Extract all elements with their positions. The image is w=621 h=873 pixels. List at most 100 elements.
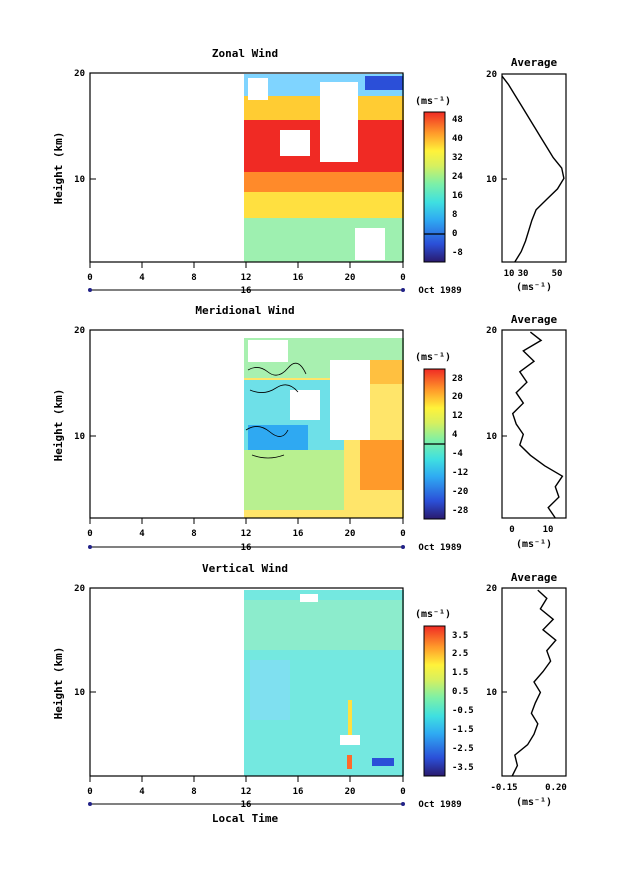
zero-contours: [245, 362, 307, 459]
y-tick-label: 10: [74, 688, 85, 698]
day-label: 16: [241, 800, 252, 810]
colorbar: (ms⁻¹) 3.5 2.5 1.5 0.5 -0.5 -1.5 -2.5 -3…: [415, 609, 474, 777]
zonal-wind-panel: Zonal Wind Height (km) 10 20 0: [52, 47, 567, 296]
average-line: [511, 589, 557, 777]
average-title: Average: [511, 571, 558, 584]
x-tick-label: 0: [87, 273, 92, 283]
average-frame: [501, 73, 567, 263]
average-unit: (ms⁻¹): [516, 282, 552, 293]
colorbar-unit: (ms⁻¹): [415, 609, 451, 620]
day-span-end: [88, 288, 92, 292]
colorbar-gradient: [423, 111, 446, 263]
average-unit: (ms⁻¹): [516, 797, 552, 808]
colorbar-tick-label: 8: [452, 210, 457, 220]
x-axis: 0 4 8 12 16 20 0 16 Oct 1989: [87, 518, 462, 553]
x-tick-label: 8: [191, 273, 196, 283]
y-tick-label: 20: [74, 69, 85, 79]
colorbar-tick-label: 0.5: [452, 687, 468, 697]
data-gap: [340, 735, 360, 745]
day-label: 16: [241, 543, 252, 553]
average-profile: Average 10 20 0 10 (ms⁻¹): [486, 313, 567, 550]
y-axis: 10 20: [74, 326, 96, 442]
vertical-wind-panel: Vertical Wind Height (km) 10 20 0 4 8: [52, 562, 567, 825]
day-span-end: [88, 545, 92, 549]
average-title: Average: [511, 56, 558, 69]
colorbar-tick-label: 1.5: [452, 668, 468, 678]
date-label: Oct 1989: [418, 286, 461, 296]
meridional-wind-panel: Meridional Wind Height (km) 10 20 0: [52, 304, 567, 553]
colorbar: (ms⁻¹) 48 40 32 24 16 8 0 -8: [415, 96, 463, 263]
y-tick-label: 20: [486, 70, 497, 80]
colorbar-unit: (ms⁻¹): [415, 96, 451, 107]
colorbar-tick-label: 3.5: [452, 631, 468, 641]
x-axis-label: Local Time: [212, 812, 279, 825]
x-tick-label: 4: [139, 529, 145, 539]
x-tick-label: 0: [400, 529, 405, 539]
x-tick-label: 12: [241, 529, 252, 539]
data-gap: [248, 78, 268, 100]
heatmap-band: [244, 170, 404, 192]
y-tick-label: 20: [74, 326, 85, 336]
y-tick-label: 10: [74, 432, 85, 442]
data-gap: [355, 228, 385, 260]
x-tick-label: 0: [400, 273, 405, 283]
y-tick-label: 20: [74, 584, 85, 594]
y-axis-label: Height (km): [52, 389, 65, 462]
colorbar-tick-label: -2.5: [452, 744, 474, 754]
heatmap-band: [244, 450, 344, 510]
y-tick-label: 10: [486, 175, 497, 185]
data-gap: [300, 594, 318, 602]
x-tick-label: 4: [139, 787, 145, 797]
y-axis-label: Height (km): [52, 647, 65, 720]
chart-title: Meridional Wind: [195, 304, 294, 317]
colorbar-gradient: [423, 625, 446, 777]
colorbar-tick-label: -1.5: [452, 725, 474, 735]
colorbar-tick-label: 48: [452, 115, 463, 125]
x-tick-label: 8: [191, 787, 196, 797]
colorbar-tick-label: -28: [452, 506, 468, 516]
average-profile: Average 10 20 -0.15 0.20 (ms⁻¹): [486, 571, 567, 808]
colorbar-tick-label: 16: [452, 191, 463, 201]
x-tick-label: 10: [504, 269, 515, 279]
average-line: [501, 75, 565, 263]
x-tick-label: 20: [345, 787, 356, 797]
x-tick-label: 0: [400, 787, 405, 797]
x-axis: 0 4 8 12 16 20 0 16 Oct 1989 Local Time: [87, 776, 462, 825]
x-tick-label: 50: [552, 269, 563, 279]
colorbar-tick-label: 28: [452, 374, 463, 384]
day-span-end: [401, 288, 405, 292]
colorbar-tick-label: 0: [452, 229, 457, 239]
heatmap-band: [250, 660, 290, 720]
chart-title: Vertical Wind: [202, 562, 288, 575]
x-tick-label: 30: [518, 269, 529, 279]
x-tick-label: 0: [509, 525, 514, 535]
x-tick-label: 16: [293, 273, 304, 283]
y-tick-label: 20: [486, 584, 497, 594]
colorbar: (ms⁻¹) 28 20 12 4 -4 -12 -20 -28: [415, 352, 468, 520]
heatmap-band: [365, 76, 403, 90]
x-axis: 0 4 8 12 16 20 0 16 Oct 1989: [87, 262, 462, 296]
y-tick-label: 10: [486, 688, 497, 698]
average-line: [511, 331, 564, 519]
date-label: Oct 1989: [418, 543, 461, 553]
colorbar-tick-label: 2.5: [452, 649, 468, 659]
x-tick-label: 16: [293, 787, 304, 797]
heatmap-band: [347, 755, 352, 769]
x-tick-label: 0: [87, 529, 92, 539]
y-tick-label: 20: [486, 326, 497, 336]
day-span-end: [88, 802, 92, 806]
heatmap-band: [348, 700, 352, 740]
average-title: Average: [511, 313, 558, 326]
colorbar-tick-label: 40: [452, 134, 463, 144]
heatmap-band: [244, 188, 404, 218]
data-gap: [280, 130, 310, 156]
average-frame: [501, 329, 567, 519]
heatmap-band: [244, 600, 404, 650]
x-tick-label: 8: [191, 529, 196, 539]
x-tick-label: 0: [87, 787, 92, 797]
average-unit: (ms⁻¹): [516, 539, 552, 550]
day-span-end: [401, 802, 405, 806]
colorbar-tick-label: 4: [452, 430, 458, 440]
chart-title: Zonal Wind: [212, 47, 278, 60]
